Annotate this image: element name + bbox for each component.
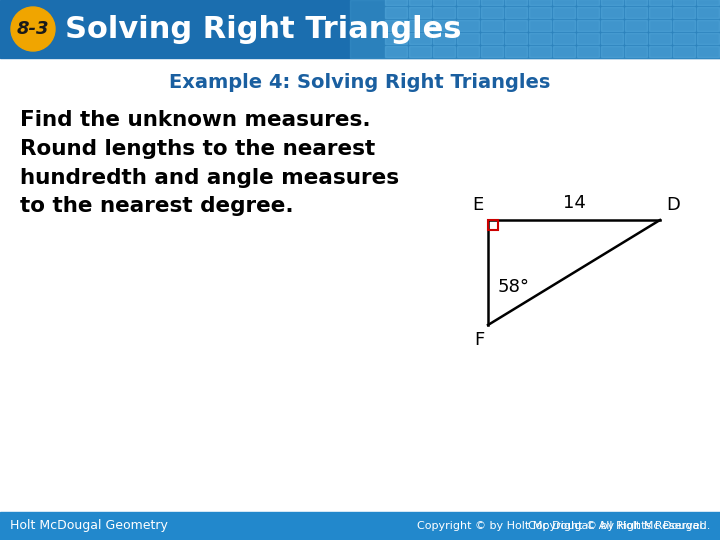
Bar (577, 46, 599, 57)
Bar (577, 20, 599, 31)
Bar (385, 46, 407, 57)
Bar (433, 33, 455, 44)
Bar (649, 7, 671, 18)
Bar (601, 7, 623, 18)
Bar (481, 20, 503, 31)
Bar (385, 20, 407, 31)
Bar (488, 220, 498, 230)
Bar (553, 7, 575, 18)
Bar (481, 46, 503, 57)
Bar (673, 7, 695, 18)
Bar (625, 7, 647, 18)
Bar (553, 46, 575, 57)
Bar (350, 0, 720, 58)
Bar (0, 512, 720, 540)
Bar (529, 33, 551, 44)
Bar (649, 33, 671, 44)
Bar (601, 46, 623, 57)
Bar (409, 20, 431, 31)
Bar (697, 33, 719, 44)
Bar (505, 7, 527, 18)
Bar (409, 33, 431, 44)
Bar (505, 33, 527, 44)
Bar (457, 20, 479, 31)
Bar (529, 46, 551, 57)
Bar (529, 7, 551, 18)
Bar (553, 33, 575, 44)
Bar (673, 33, 695, 44)
Bar (457, 33, 479, 44)
Bar (673, 20, 695, 31)
Text: Holt McDougal Geometry: Holt McDougal Geometry (10, 519, 168, 532)
Bar (529, 20, 551, 31)
Text: Copyright © by Holt Mc Dougal.: Copyright © by Holt Mc Dougal. (528, 521, 710, 531)
Bar (697, 0, 719, 5)
Bar (433, 7, 455, 18)
Bar (481, 0, 503, 5)
Bar (433, 20, 455, 31)
Bar (505, 20, 527, 31)
Bar (673, 46, 695, 57)
Bar (697, 20, 719, 31)
Bar (673, 0, 695, 5)
Text: F: F (474, 331, 484, 349)
Bar (529, 0, 551, 5)
Bar (433, 46, 455, 57)
Text: Example 4: Solving Right Triangles: Example 4: Solving Right Triangles (169, 72, 551, 91)
Bar (409, 46, 431, 57)
Bar (577, 7, 599, 18)
Bar (625, 33, 647, 44)
Bar (385, 7, 407, 18)
Bar (625, 20, 647, 31)
Bar (385, 33, 407, 44)
Bar (457, 0, 479, 5)
Bar (649, 46, 671, 57)
Bar (649, 20, 671, 31)
Bar (457, 7, 479, 18)
Bar (601, 0, 623, 5)
Text: Solving Right Triangles: Solving Right Triangles (65, 15, 462, 44)
Bar (409, 0, 431, 5)
Bar (649, 0, 671, 5)
Text: 58°: 58° (498, 278, 530, 296)
Text: 8-3: 8-3 (17, 20, 49, 38)
Bar (481, 7, 503, 18)
Bar (0, 0, 720, 58)
Bar (409, 7, 431, 18)
Bar (457, 46, 479, 57)
Bar (385, 0, 407, 5)
Bar (697, 7, 719, 18)
Text: Find the unknown measures.
Round lengths to the nearest
hundredth and angle meas: Find the unknown measures. Round lengths… (20, 110, 399, 217)
Bar (553, 20, 575, 31)
Bar (577, 33, 599, 44)
Circle shape (11, 7, 55, 51)
Bar (505, 0, 527, 5)
Bar (601, 33, 623, 44)
Bar (577, 0, 599, 5)
Bar (553, 0, 575, 5)
Bar (601, 20, 623, 31)
Bar (505, 46, 527, 57)
Bar (625, 0, 647, 5)
Text: D: D (666, 196, 680, 214)
Bar (625, 46, 647, 57)
Text: Copyright © by Holt Mc Dougal. All Rights Reserved.: Copyright © by Holt Mc Dougal. All Right… (417, 521, 710, 531)
Text: 14: 14 (562, 194, 585, 212)
Bar (481, 33, 503, 44)
Bar (433, 0, 455, 5)
Text: E: E (472, 196, 483, 214)
Bar (697, 46, 719, 57)
